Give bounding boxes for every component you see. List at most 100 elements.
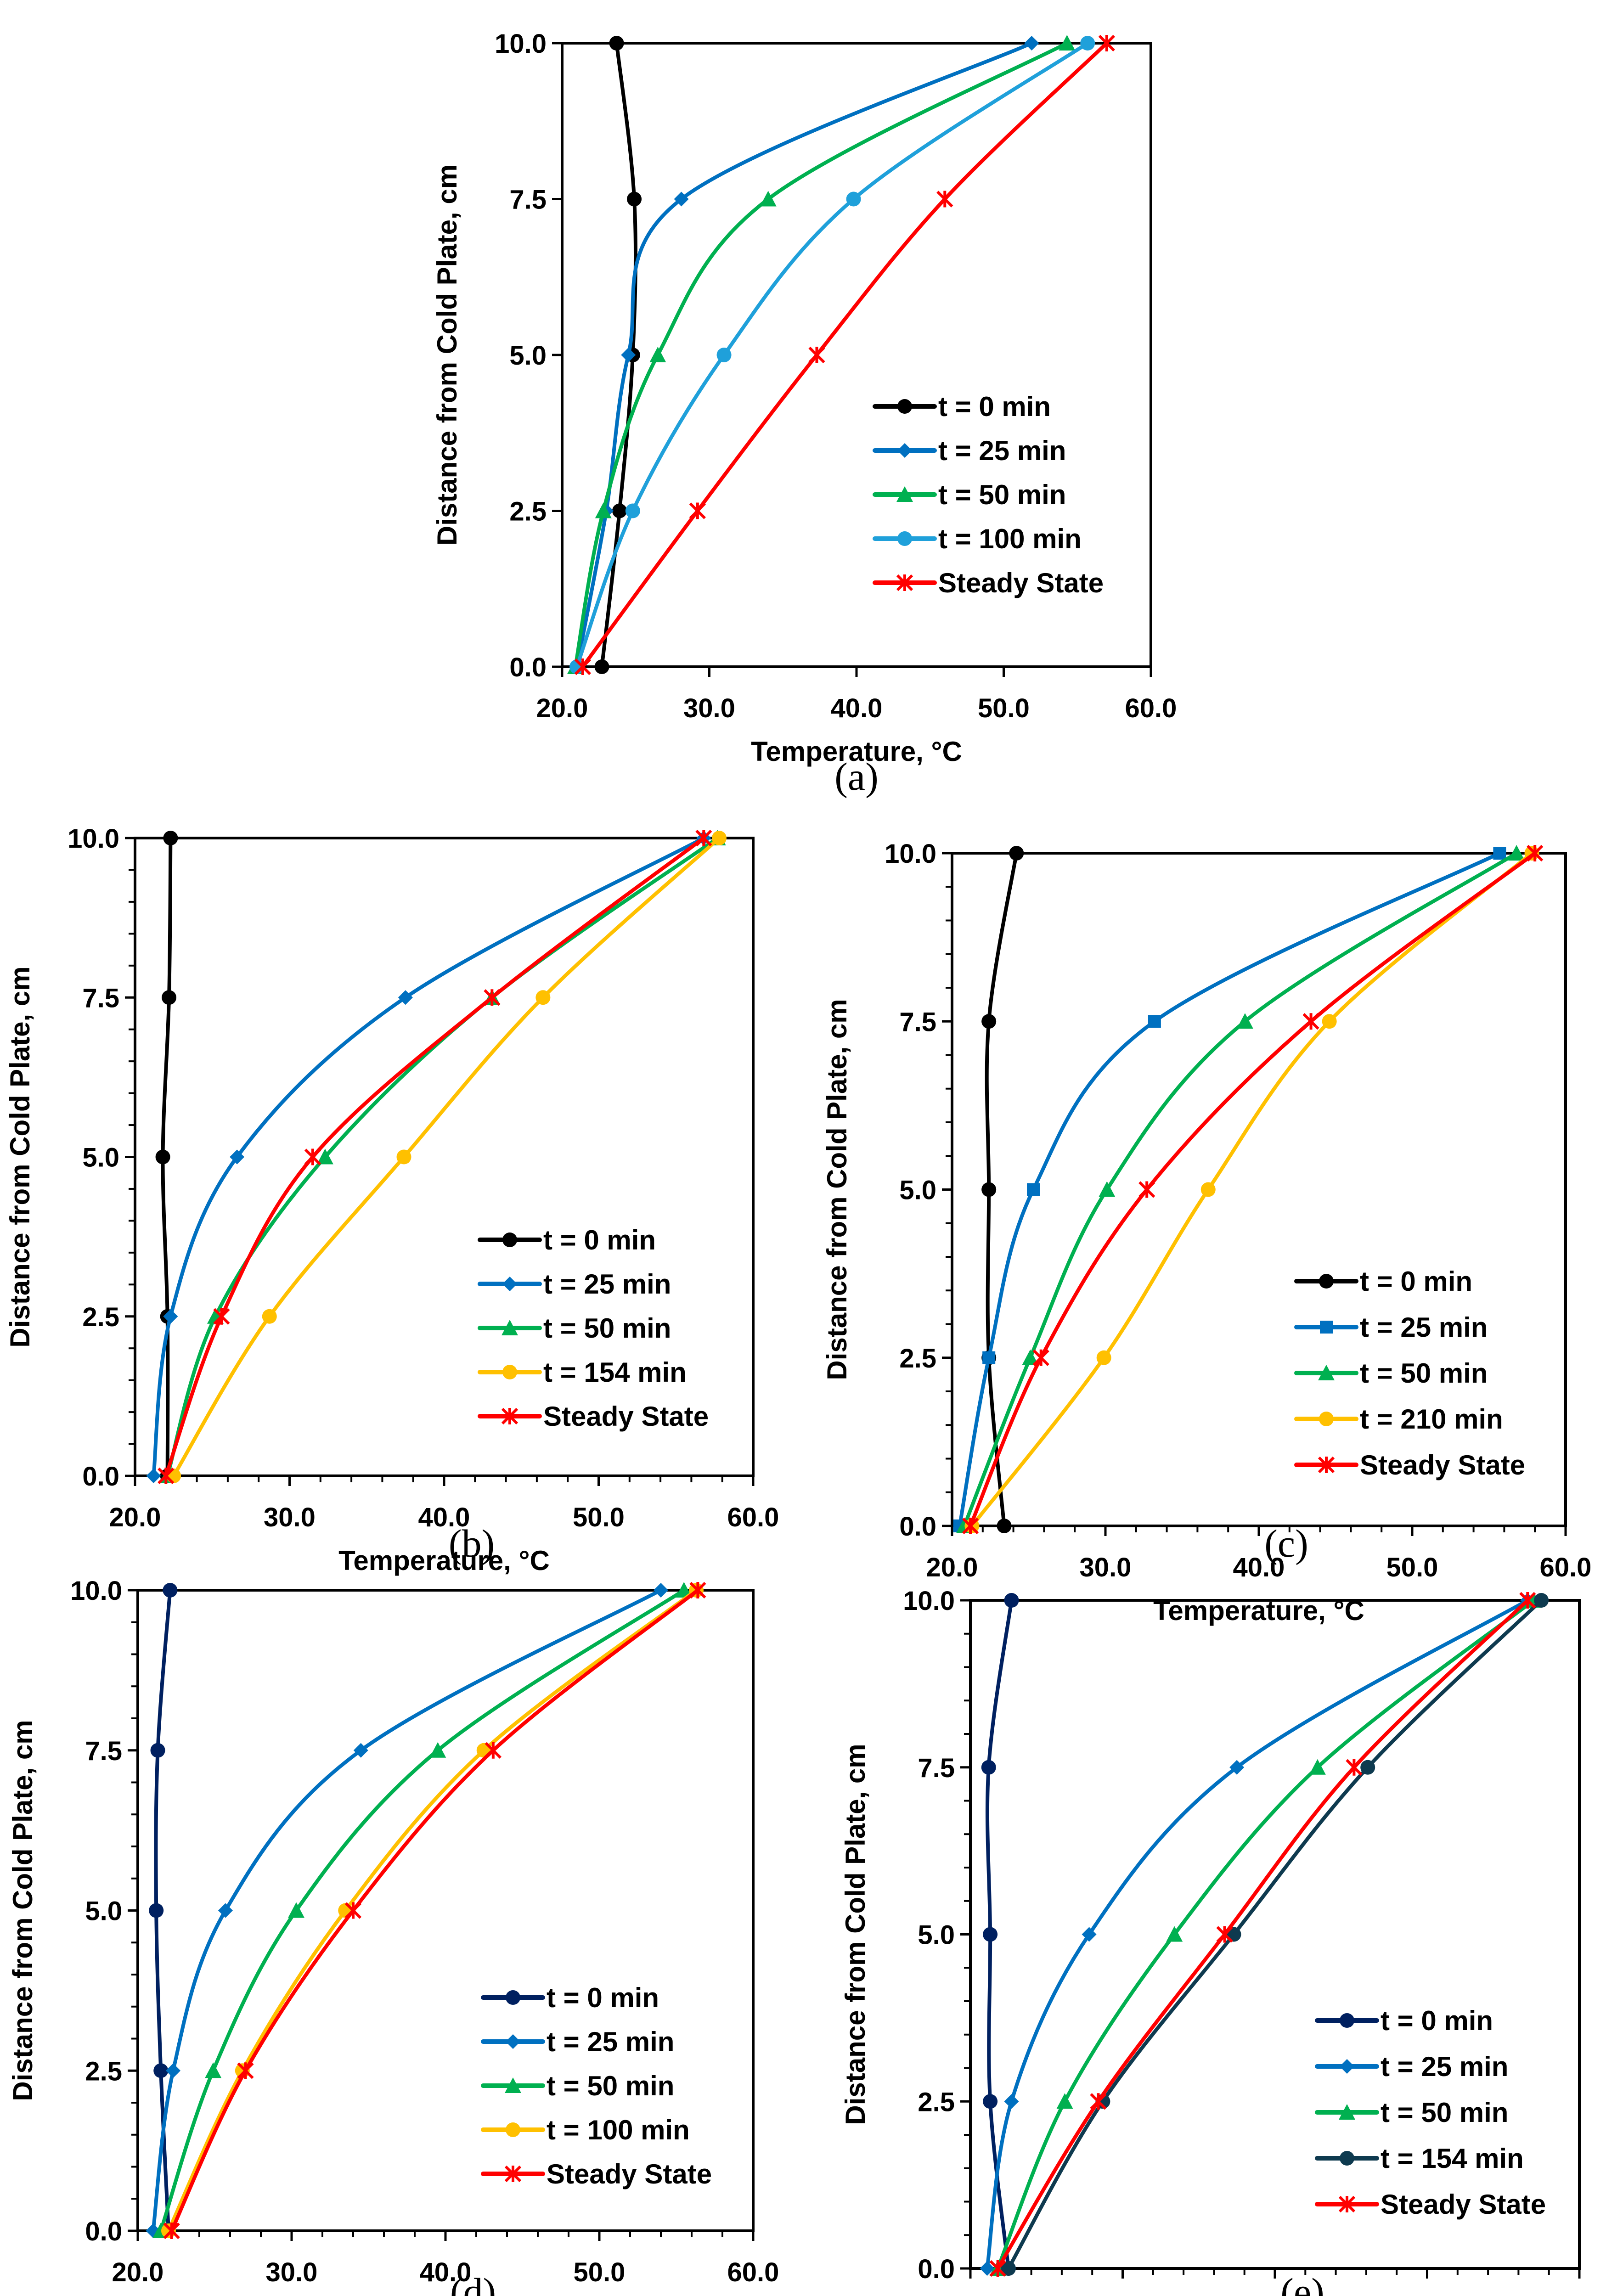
x-tick-label: 40.0 xyxy=(831,693,883,723)
legend-item: t = 50 min xyxy=(478,1313,671,1344)
data-point xyxy=(163,1583,178,1598)
series-steady-state xyxy=(158,829,712,1485)
data-point xyxy=(1346,1759,1363,1776)
data-point xyxy=(262,1309,277,1324)
y-tick-label: 7.5 xyxy=(85,1736,122,1766)
data-point xyxy=(595,502,612,518)
data-point xyxy=(1527,844,1544,862)
legend: t = 0 min t = 25 min t = 50 min t = 100 min… xyxy=(481,1982,712,2189)
legend-label: t = 0 min xyxy=(547,1982,659,2013)
data-point xyxy=(1024,36,1039,51)
data-point xyxy=(1236,1013,1253,1029)
series-steady-state xyxy=(163,1581,706,2240)
y-tick-label: 10.0 xyxy=(903,1586,955,1616)
panel-label: (b) xyxy=(449,1521,495,1565)
data-point xyxy=(1138,1181,1155,1198)
data-point xyxy=(711,831,727,845)
legend-marker xyxy=(897,399,912,414)
x-tick-label: 40.0 xyxy=(1249,2295,1301,2296)
data-point xyxy=(1309,1759,1326,1775)
chart-panel-d: 20.030.040.050.060.00.02.55.07.510.0Temp… xyxy=(7,1576,779,2296)
legend-item: t = 100 min xyxy=(873,523,1082,554)
series-line xyxy=(159,1588,686,2233)
legend-marker xyxy=(896,574,913,591)
data-point xyxy=(808,346,825,364)
x-tick-label: 20.0 xyxy=(112,2257,164,2287)
data-point xyxy=(1027,1183,1040,1196)
legend-marker xyxy=(506,2122,520,2137)
data-point xyxy=(654,1583,668,1598)
data-point xyxy=(155,1149,170,1165)
legend-item: t = 0 min xyxy=(1315,2005,1493,2036)
data-point xyxy=(230,1149,245,1165)
data-point xyxy=(716,348,732,362)
data-point xyxy=(163,1309,178,1324)
legend-label: t = 25 min xyxy=(543,1269,671,1300)
data-point xyxy=(649,347,666,362)
series-line xyxy=(165,836,720,1478)
data-point xyxy=(150,1743,165,1758)
x-tick-label: 30.0 xyxy=(266,2257,318,2287)
series-line xyxy=(962,851,1519,1528)
x-tick-label: 30.0 xyxy=(264,1503,316,1532)
data-point xyxy=(981,1760,996,1775)
data-point xyxy=(1200,1182,1216,1197)
data-point xyxy=(485,1742,502,1759)
x-tick-label: 60.0 xyxy=(1540,1553,1592,1582)
data-point xyxy=(1519,1592,1536,1609)
series-t-25-min xyxy=(953,847,1506,1532)
y-tick-label: 5.0 xyxy=(85,1896,122,1926)
legend-label: t = 154 min xyxy=(1381,2143,1524,2174)
x-tick-label: 50.0 xyxy=(1386,1553,1438,1582)
legend-item: t = 25 min xyxy=(1294,1312,1488,1343)
legend-label: t = 50 min xyxy=(547,2071,674,2101)
legend-label: t = 25 min xyxy=(547,2026,674,2057)
legend-item: t = 50 min xyxy=(1315,2097,1508,2128)
panel-label: (d) xyxy=(450,2270,496,2296)
series-line xyxy=(164,836,706,1478)
legend-item: t = 50 min xyxy=(873,479,1066,510)
legend-marker xyxy=(501,1407,518,1425)
data-point xyxy=(760,191,777,207)
data-point xyxy=(574,658,591,675)
data-point xyxy=(625,503,640,518)
data-point xyxy=(1032,1349,1049,1366)
x-tick-label: 20.0 xyxy=(926,1553,978,1582)
series-steady-state xyxy=(962,844,1544,1535)
data-point xyxy=(962,1517,979,1535)
series-t-154-min xyxy=(1001,1593,1549,2276)
series-line xyxy=(152,836,706,1478)
y-tick-label: 2.5 xyxy=(918,2087,955,2117)
legend-label: t = 25 min xyxy=(1360,1312,1488,1343)
series-line xyxy=(958,851,1502,1528)
data-point xyxy=(997,1519,1012,1533)
y-tick-label: 0.0 xyxy=(85,2217,122,2246)
y-axis-title: Distance from Cold Plate, cm xyxy=(5,966,35,1347)
y-tick-label: 0.0 xyxy=(509,653,547,682)
legend-item: Steady State xyxy=(478,1401,709,1432)
y-tick-label: 2.5 xyxy=(899,1344,936,1373)
data-point xyxy=(1056,2093,1073,2109)
data-point xyxy=(1534,1593,1549,1608)
data-point xyxy=(983,1927,998,1942)
x-tick-label: 60.0 xyxy=(727,1503,779,1532)
data-point xyxy=(398,990,413,1005)
data-point xyxy=(609,36,624,51)
x-axis-title: Temperature, °C xyxy=(338,1545,550,1576)
legend-marker xyxy=(1338,2195,1356,2213)
data-point xyxy=(1004,2094,1019,2109)
panel-label: (e) xyxy=(1280,2270,1324,2296)
data-point xyxy=(344,1902,362,1919)
legend-item: t = 0 min xyxy=(481,1982,659,2013)
legend-item: t = 50 min xyxy=(481,2071,674,2101)
legend: t = 0 min t = 25 min t = 50 min t = 100 min… xyxy=(873,391,1104,598)
x-tick-label: 20.0 xyxy=(945,2295,997,2296)
legend-item: Steady State xyxy=(873,568,1104,598)
y-tick-label: 10.0 xyxy=(68,824,119,854)
y-axis-title: Distance from Cold Plate, cm xyxy=(7,1720,38,2101)
legend-marker xyxy=(1319,1412,1334,1426)
y-tick-label: 7.5 xyxy=(509,185,547,215)
data-point xyxy=(166,2063,181,2078)
data-point xyxy=(1098,34,1115,52)
